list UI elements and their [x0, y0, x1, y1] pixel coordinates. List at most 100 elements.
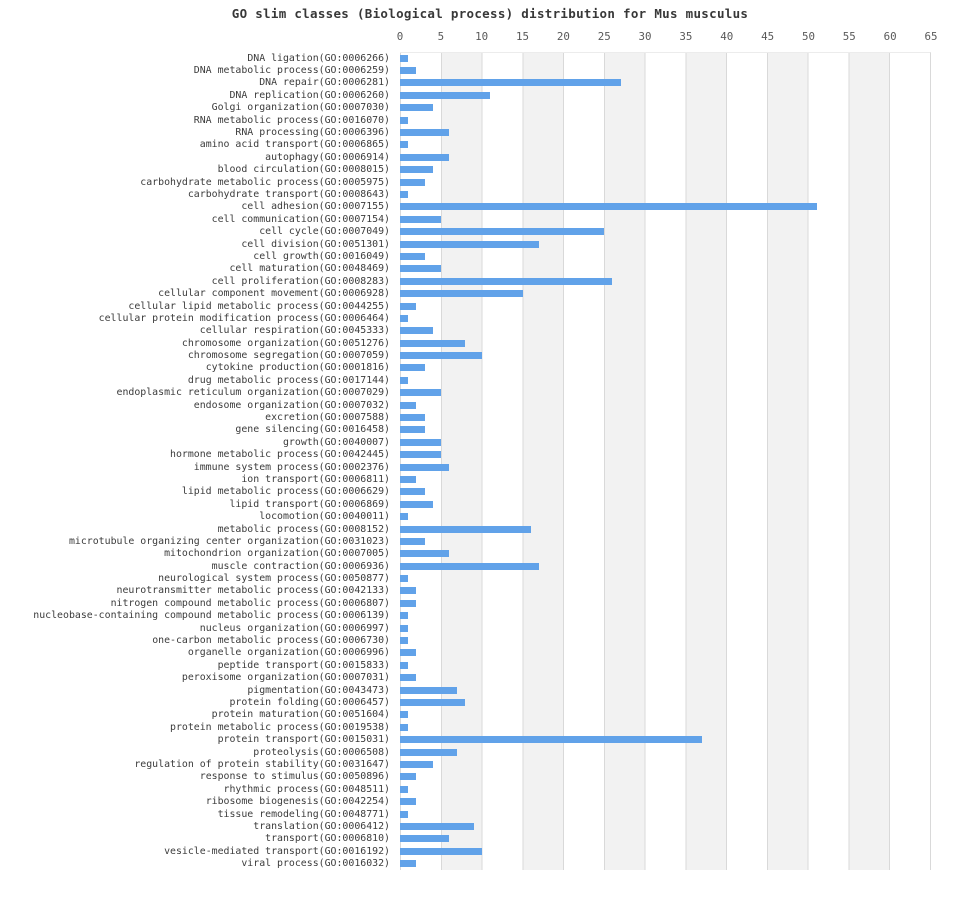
- bar: [400, 475, 417, 483]
- bar-row: growth(GO:0040007): [0, 436, 980, 448]
- bar-track: [400, 523, 931, 535]
- bar-row: proteolysis(GO:0006508): [0, 746, 980, 758]
- category-label: drug metabolic process(GO:0017144): [187, 374, 390, 386]
- category-label: hormone metabolic process(GO:0042445): [170, 449, 390, 461]
- bar-track: [400, 263, 931, 275]
- category-label: protein transport(GO:0015031): [217, 734, 390, 746]
- bar-track: [400, 733, 931, 745]
- category-label: regulation of protein stability(GO:00316…: [134, 758, 390, 770]
- bar: [400, 364, 425, 372]
- category-label: RNA processing(GO:0006396): [235, 127, 390, 139]
- bar: [400, 265, 441, 273]
- bar: [400, 575, 409, 583]
- bar-row: autophagy(GO:0006914): [0, 151, 980, 163]
- bar-track: [400, 362, 931, 374]
- bar-row: peptide transport(GO:0015833): [0, 659, 980, 671]
- category-label: cellular lipid metabolic process(GO:0044…: [128, 300, 390, 312]
- category-label: endosome organization(GO:0007032): [193, 399, 390, 411]
- bar-track: [400, 647, 931, 659]
- bar-track: [400, 102, 931, 114]
- category-label: endoplasmic reticulum organization(GO:00…: [116, 387, 390, 399]
- category-label: response to stimulus(GO:0050896): [199, 771, 390, 783]
- bar: [400, 860, 417, 868]
- bar-row: cellular protein modification process(GO…: [0, 312, 980, 324]
- bar: [400, 451, 441, 459]
- bar: [400, 822, 474, 830]
- category-label: DNA replication(GO:0006260): [229, 89, 390, 101]
- category-label: cellular component movement(GO:0006928): [158, 288, 390, 300]
- bar-row: chromosome organization(GO:0051276): [0, 337, 980, 349]
- bar: [400, 215, 441, 223]
- bar: [400, 240, 539, 248]
- bar: [400, 178, 425, 186]
- bar-track: [400, 820, 931, 832]
- bar: [400, 525, 531, 533]
- category-label: pigmentation(GO:0043473): [247, 684, 390, 696]
- bar-row: cell growth(GO:0016049): [0, 250, 980, 262]
- bar-row: endosome organization(GO:0007032): [0, 399, 980, 411]
- bar-track: [400, 597, 931, 609]
- bar: [400, 376, 409, 384]
- bar-track: [400, 399, 931, 411]
- bar-track: [400, 349, 931, 361]
- bar-track: [400, 746, 931, 758]
- bar-row: nucleobase-containing compound metabolic…: [0, 610, 980, 622]
- bar: [400, 760, 433, 768]
- bar-track: [400, 709, 931, 721]
- bar-row: lipid metabolic process(GO:0006629): [0, 486, 980, 498]
- bar-row: cell communication(GO:0007154): [0, 213, 980, 225]
- bar-track: [400, 337, 931, 349]
- bar: [400, 736, 703, 744]
- bar: [400, 798, 417, 806]
- x-axis-tick: 20: [556, 30, 570, 43]
- category-label: chromosome segregation(GO:0007059): [187, 350, 390, 362]
- bar: [400, 674, 417, 682]
- category-label: lipid transport(GO:0006869): [229, 498, 390, 510]
- bar: [400, 699, 466, 706]
- category-label: muscle contraction(GO:0006936): [211, 560, 390, 572]
- bar-track: [400, 89, 931, 101]
- bar: [400, 624, 409, 632]
- bar: [400, 314, 409, 322]
- bar-row: neurotransmitter metabolic process(GO:00…: [0, 585, 980, 597]
- bar-track: [400, 77, 931, 89]
- bar-track: [400, 374, 931, 386]
- bar-row: lipid transport(GO:0006869): [0, 498, 980, 510]
- bar-row: metabolic process(GO:0008152): [0, 523, 980, 535]
- bar-track: [400, 622, 931, 634]
- bar-track: [400, 164, 931, 176]
- x-axis-tick: 65: [924, 30, 938, 43]
- bar: [400, 290, 523, 298]
- bar-track: [400, 634, 931, 646]
- category-label: protein metabolic process(GO:0019538): [170, 721, 390, 733]
- bar-track: [400, 548, 931, 560]
- category-label: viral process(GO:0016032): [241, 858, 390, 870]
- bar-row: cellular respiration(GO:0045333): [0, 325, 980, 337]
- bar-track: [400, 52, 931, 64]
- bar: [400, 550, 449, 558]
- x-axis-tick: 50: [801, 30, 815, 43]
- bar-row: viral process(GO:0016032): [0, 857, 980, 869]
- bar-row: cell maturation(GO:0048469): [0, 263, 980, 275]
- category-label: organelle organization(GO:0006996): [187, 647, 390, 659]
- bar: [400, 67, 417, 75]
- bar-row: protein maturation(GO:0051604): [0, 709, 980, 721]
- bar-row: immune system process(GO:0002376): [0, 461, 980, 473]
- x-axis-tick: 45: [761, 30, 775, 43]
- bar: [400, 810, 409, 818]
- bar-row: regulation of protein stability(GO:00316…: [0, 758, 980, 770]
- bar-row: carbohydrate transport(GO:0008643): [0, 188, 980, 200]
- x-axis-tick: 30: [638, 30, 652, 43]
- bar-row: peroxisome organization(GO:0007031): [0, 672, 980, 684]
- bar: [400, 686, 458, 694]
- bar-track: [400, 64, 931, 76]
- bar-track: [400, 188, 931, 200]
- bar: [400, 661, 409, 669]
- bar-track: [400, 151, 931, 163]
- bar-track: [400, 758, 931, 770]
- category-label: amino acid transport(GO:0006865): [199, 139, 390, 151]
- bar: [400, 79, 621, 87]
- category-label: nitrogen compound metabolic process(GO:0…: [110, 597, 390, 609]
- bar-row: DNA repair(GO:0006281): [0, 77, 980, 89]
